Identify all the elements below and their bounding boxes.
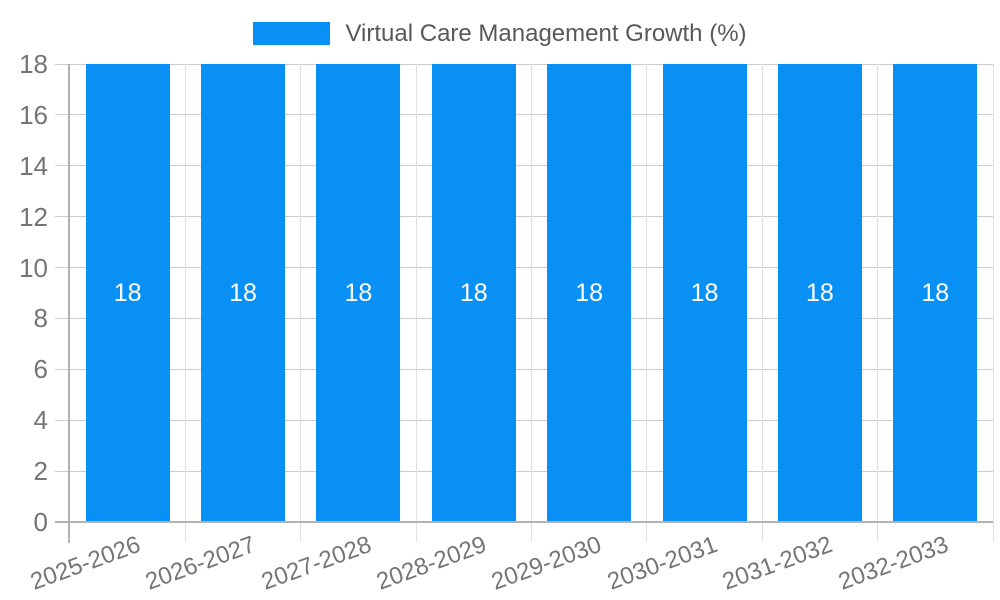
h-gridline bbox=[55, 114, 993, 116]
bar-value-label: 18 bbox=[806, 279, 834, 307]
v-gridline bbox=[184, 64, 186, 542]
x-tick-label: 2029-2030 bbox=[488, 531, 606, 596]
x-tick-label: 2032-2033 bbox=[834, 531, 952, 596]
v-gridline bbox=[877, 64, 879, 542]
x-axis-line bbox=[55, 521, 993, 523]
bar-value-label: 18 bbox=[459, 279, 488, 307]
y-tick-label: 10 bbox=[19, 252, 48, 283]
y-tick-label: 8 bbox=[33, 303, 48, 334]
bar[interactable] bbox=[777, 64, 862, 522]
h-gridline bbox=[55, 216, 993, 218]
x-tick-label: 2030-2031 bbox=[603, 531, 721, 596]
y-tick-label: 14 bbox=[19, 150, 48, 181]
v-gridline bbox=[415, 64, 417, 542]
h-gridline bbox=[55, 419, 993, 421]
bar[interactable] bbox=[85, 64, 170, 522]
y-tick-label: 12 bbox=[19, 201, 48, 232]
bar-value-label: 18 bbox=[113, 279, 142, 307]
x-tick-label: 2031-2032 bbox=[719, 531, 837, 596]
bar[interactable] bbox=[316, 64, 401, 522]
bar[interactable] bbox=[201, 64, 286, 522]
bar-value-label: 18 bbox=[575, 279, 604, 307]
y-tick-label: 2 bbox=[33, 456, 48, 487]
h-gridline bbox=[55, 63, 993, 65]
chart-legend: Virtual Care Management Growth (%) bbox=[0, 20, 1000, 47]
h-gridline bbox=[55, 317, 993, 319]
v-gridline bbox=[992, 64, 994, 542]
bar-value-label: 18 bbox=[690, 279, 719, 307]
y-tick-label: 4 bbox=[33, 405, 48, 436]
legend-series-label: Virtual Care Management Growth (%) bbox=[345, 20, 747, 47]
bar[interactable] bbox=[547, 64, 632, 522]
v-gridline bbox=[646, 64, 648, 542]
v-gridline bbox=[531, 64, 532, 542]
y-tick-label: 6 bbox=[33, 354, 48, 385]
h-gridline bbox=[55, 165, 993, 167]
bar[interactable] bbox=[431, 64, 516, 522]
bar[interactable] bbox=[893, 64, 978, 522]
bar-value-label: 18 bbox=[229, 279, 257, 307]
h-gridline bbox=[55, 267, 993, 269]
bar[interactable] bbox=[662, 64, 747, 522]
v-gridline bbox=[761, 64, 763, 542]
bar-value-label: 18 bbox=[921, 279, 950, 307]
h-gridline bbox=[55, 368, 993, 370]
y-tick-label: 16 bbox=[19, 99, 48, 130]
x-tick-label: 2026-2027 bbox=[142, 531, 260, 596]
y-axis-line bbox=[68, 64, 70, 543]
y-tick-label: 0 bbox=[33, 507, 48, 537]
x-tick-label: 2025-2026 bbox=[26, 531, 144, 596]
h-gridline bbox=[55, 470, 993, 472]
y-tick-label: 18 bbox=[19, 49, 48, 79]
v-gridline bbox=[300, 64, 302, 542]
legend-color-swatch bbox=[253, 22, 331, 45]
x-tick-label: 2027-2028 bbox=[257, 531, 375, 596]
bar-value-label: 18 bbox=[344, 279, 373, 307]
x-tick-label: 2028-2029 bbox=[372, 531, 491, 596]
